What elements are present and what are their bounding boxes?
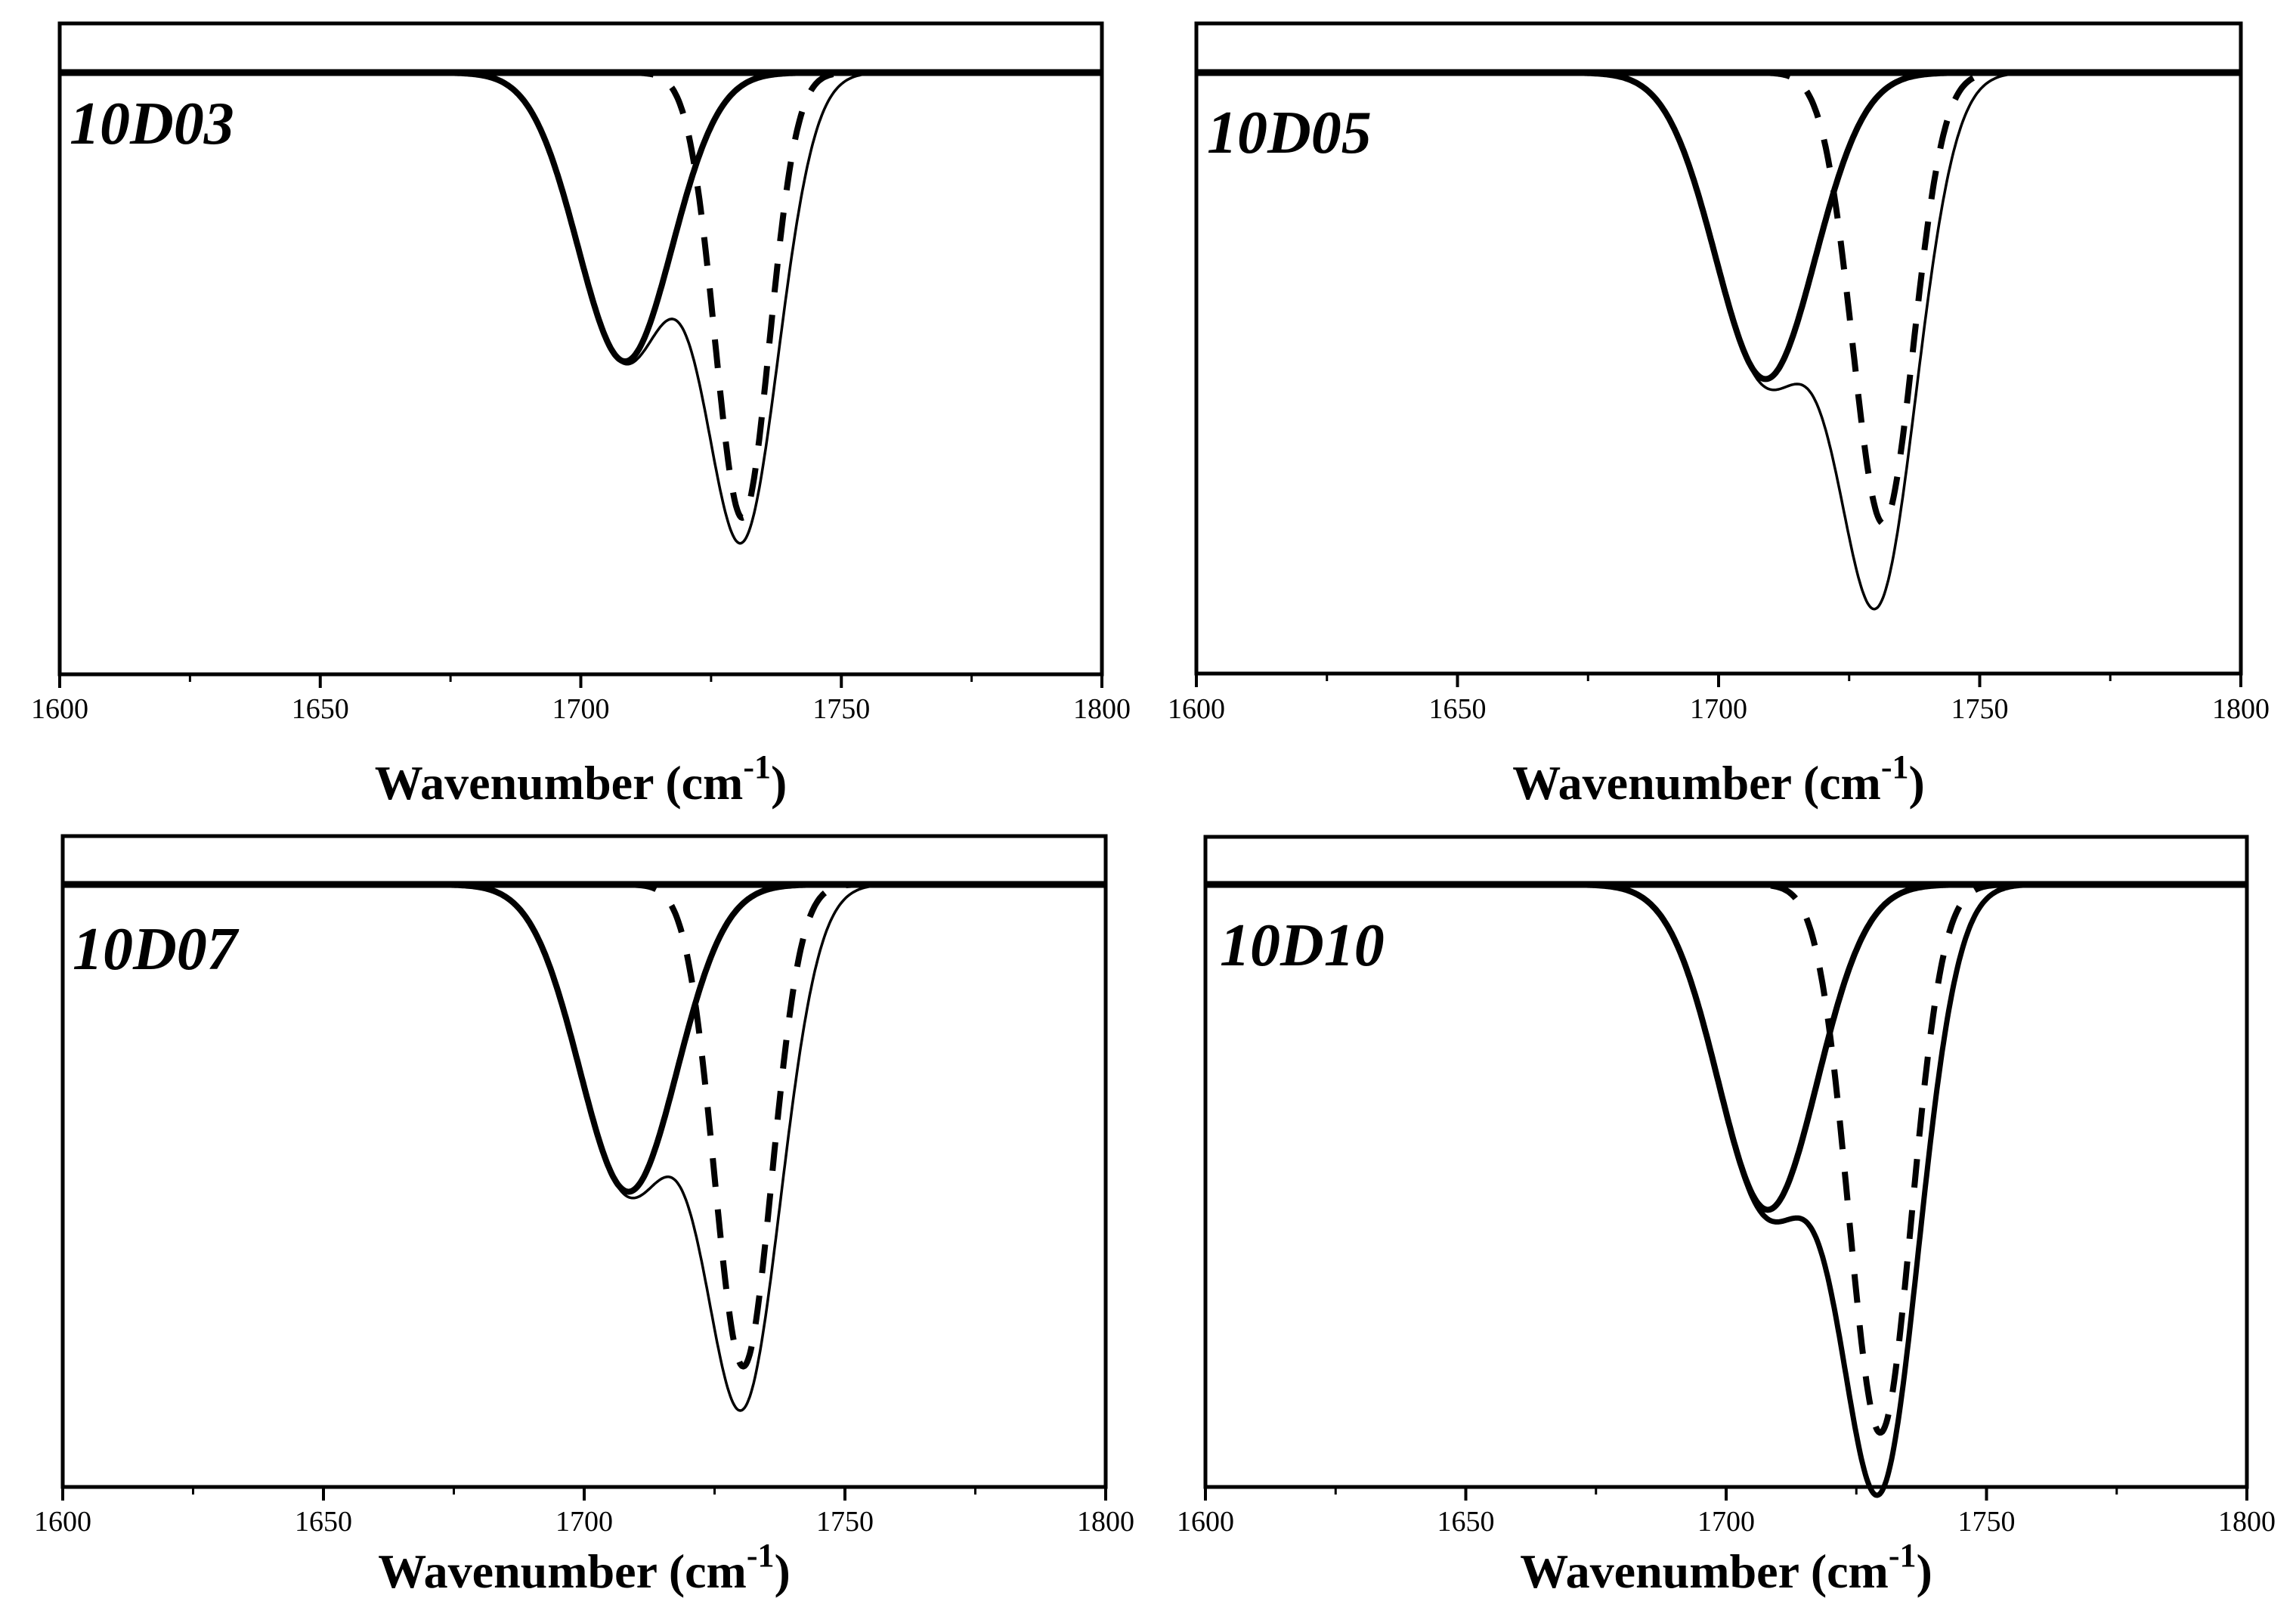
x-tick-label: 1700 (552, 693, 610, 725)
x-tick-label: 1600 (1177, 1506, 1234, 1538)
x-tick-label: 1700 (555, 1506, 613, 1538)
x-tick-label: 1700 (1690, 693, 1747, 725)
panel-label: 10D10 (1220, 912, 1385, 979)
x-axis-title: Wavenumber (cm-1) (1520, 1537, 1932, 1598)
x-tick-label: 1750 (1958, 1506, 2016, 1538)
x-tick-label: 1800 (2212, 693, 2270, 725)
x-axis-title: Wavenumber (cm-1) (378, 1537, 791, 1598)
x-tick-label: 1650 (1429, 693, 1487, 725)
x-tick-label: 1800 (1073, 693, 1131, 725)
panel-10d03: 1600 1650 1700 1750 1800 10D03 Wavenumber (cm-… (31, 21, 1131, 810)
x-axis-title: Wavenumber (cm-1) (1512, 748, 1925, 810)
panel-10d07: 1600 1650 1700 1750 1800 10D07 Wavenumber (cm-… (34, 834, 1134, 1598)
panel-label: 10D03 (70, 91, 234, 157)
x-tick-label: 1600 (1168, 693, 1225, 725)
panel-10d10: 1600 1650 1700 1750 1800 10D10 Wavenumber (cm-… (1177, 835, 2276, 1598)
x-tick-label: 1600 (34, 1506, 91, 1538)
x-tick-label: 1650 (1437, 1506, 1495, 1538)
x-tick-label: 1700 (1697, 1506, 1755, 1538)
x-tick-label: 1600 (31, 693, 88, 725)
panel-10d05: 1600 1650 1700 1750 1800 10D05 Wavenumber (cm-… (1168, 21, 2270, 810)
x-tick-label: 1800 (1077, 1506, 1134, 1538)
x-tick-label: 1800 (2218, 1506, 2276, 1538)
x-tick-label: 1750 (812, 693, 870, 725)
panel-label: 10D07 (73, 916, 240, 983)
x-tick-label: 1750 (1951, 693, 2009, 725)
x-axis-title: Wavenumber (cm-1) (375, 748, 788, 810)
x-tick-label: 1650 (292, 693, 349, 725)
x-tick-label: 1750 (816, 1506, 874, 1538)
x-tick-label: 1650 (295, 1506, 352, 1538)
panel-label: 10D05 (1207, 100, 1372, 166)
